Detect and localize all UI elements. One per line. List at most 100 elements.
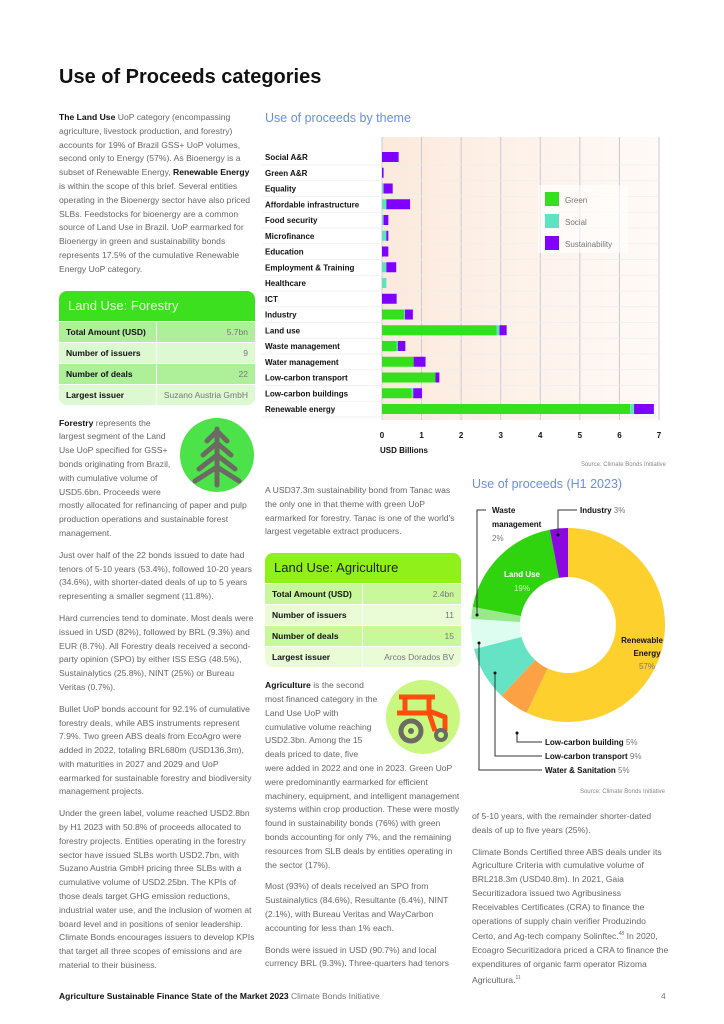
donut-pct-land-use: 19%	[514, 584, 530, 593]
category-label: Education	[265, 248, 304, 257]
donut-label: Water & Sanitation 5%	[545, 766, 630, 775]
forestry-currency-paragraph: Hard currencies tend to dominate. Most d…	[59, 612, 254, 692]
forestry-green-paragraph: Under the green label, volume reached US…	[59, 808, 255, 971]
agriculture-tenor-paragraph: of 5-10 years, with the remainder shorte…	[472, 811, 652, 835]
bar-sustainability	[435, 372, 440, 383]
leader-line	[516, 733, 542, 743]
bar-social	[382, 230, 387, 241]
category-label: Renewable energy	[265, 405, 336, 414]
donut-pct: 9%	[628, 752, 642, 761]
donut-chart: Renewable Energy 57% Land Use 19% Industry 3%…	[471, 506, 666, 795]
footer: Agriculture Sustainable Finance State of…	[59, 991, 380, 1001]
category-label: Microfinance	[265, 232, 315, 241]
row-label: Number of deals	[265, 626, 363, 647]
middle-column: A USD37.3m sustainability bond from Tana…	[265, 484, 461, 979]
donut-slice	[501, 659, 548, 713]
bar-social	[382, 262, 387, 273]
card-title: Land Use: Forestry	[59, 290, 255, 321]
left-column: The Land Use UoP category (encompassing …	[59, 111, 255, 981]
row-value: 2.4bn	[432, 589, 454, 600]
x-tick-label: 7	[657, 431, 662, 440]
bar-social	[382, 183, 384, 194]
forestry-paragraph: Forestry represents the largest segment …	[59, 417, 247, 538]
legend-swatch	[545, 236, 559, 250]
category-label: Social A&R	[265, 153, 308, 162]
category-label: Water management	[265, 358, 339, 367]
category-label: Industry	[265, 311, 297, 320]
category-label: Land use	[265, 326, 301, 335]
forestry-block: Forestry represents the largest segment …	[59, 417, 255, 549]
row-label: Largest issuer	[59, 384, 157, 405]
bar-green	[382, 388, 412, 399]
agriculture-card: Land Use: Agriculture Total Amount (USD)…	[265, 553, 461, 668]
bar-sustainability	[413, 356, 426, 367]
donut-label-industry: Industry 3%	[580, 506, 625, 515]
donut-slice	[471, 606, 521, 622]
legend-label: Green	[565, 196, 587, 205]
forestry-card: Land Use: Forestry Total Amount (USD) 5.7…	[59, 290, 255, 405]
row-label: Total Amount (USD)	[59, 321, 157, 342]
x-tick-label: 6	[617, 431, 622, 440]
tractor-icon	[386, 680, 460, 755]
agriculture-spo-paragraph: Most (93%) of deals received an SPO from…	[265, 881, 449, 933]
bar-sustainability	[386, 262, 397, 273]
x-axis-label: USD Billions	[380, 446, 429, 455]
row-value: 5.7bn	[226, 326, 248, 337]
bar-green	[382, 372, 436, 383]
category-label: Waste management	[265, 342, 340, 351]
row-label: Largest issuer	[265, 647, 363, 668]
bar-social	[382, 215, 384, 225]
category-label: ICT	[265, 295, 278, 304]
category-label: Healthcare	[265, 279, 306, 288]
bar-sustainability	[382, 167, 384, 178]
forestry-tenors-paragraph: Just over half of the 22 bonds issued to…	[59, 549, 252, 602]
donut-label: Low-carbon building 5%	[545, 738, 637, 747]
agriculture-block: Agriculture is the second most financed …	[265, 679, 461, 880]
agriculture-paragraph: Agriculture is the second most financed …	[265, 680, 460, 870]
donut-slice	[526, 528, 665, 722]
row-value: 9	[243, 347, 248, 358]
x-tick-label: 2	[459, 431, 464, 440]
donut-label-waste-management: management	[492, 520, 542, 529]
bar-green	[382, 404, 631, 414]
x-tick-label: 0	[380, 431, 385, 440]
bar-sustainability	[397, 341, 406, 351]
row-value: Arcos Dorados BV	[384, 652, 454, 663]
row-label: Number of issuers	[59, 342, 157, 363]
tree-icon	[180, 417, 254, 492]
legend-swatch	[545, 192, 559, 206]
bar-social	[396, 341, 398, 351]
row-value: 22	[238, 368, 248, 379]
donut-pct-renewable-energy: 57%	[639, 662, 655, 671]
category-label: Employment & Training	[265, 263, 354, 272]
category-label: Equality	[265, 185, 297, 194]
source-note: Source: Climate Bonds Initiative	[581, 462, 667, 468]
donut-slice	[471, 618, 522, 650]
agriculture-currency-paragraph: Bonds were issued in USD (90.7%) and loc…	[265, 944, 449, 969]
category-label: Food security	[265, 216, 318, 225]
bar-chart-block: Use of proceeds by theme 0 1 2 3 4 5 6 7 Social …	[262, 110, 672, 470]
leader-dot	[556, 533, 560, 537]
category-label: Low-carbon buildings	[265, 389, 349, 398]
bar-sustainability	[383, 215, 389, 225]
page-number: 4	[661, 991, 666, 1001]
x-tick-label: 4	[538, 431, 543, 440]
legend-label: Sustainability	[565, 240, 612, 249]
leader-line	[476, 509, 486, 615]
donut-label-waste-management: Waste	[492, 506, 516, 515]
donut-pct: 5%	[616, 766, 630, 775]
page-title: Use of Proceeds categories	[59, 66, 322, 88]
bar-social	[382, 278, 387, 288]
category-label: Green A&R	[265, 169, 308, 178]
donut-slice	[474, 636, 536, 696]
donut-slice	[549, 528, 568, 578]
bar-social	[404, 309, 405, 320]
legend-label: Social	[565, 218, 587, 227]
row-label: Number of deals	[59, 363, 157, 384]
bar-sustainability	[382, 152, 399, 162]
cbi-certified-paragraph: Climate Bonds Certified three ABS deals …	[472, 846, 669, 985]
bar-sustainability	[382, 246, 389, 257]
bar-sustainability	[404, 309, 413, 320]
bar-sustainability	[383, 183, 393, 194]
